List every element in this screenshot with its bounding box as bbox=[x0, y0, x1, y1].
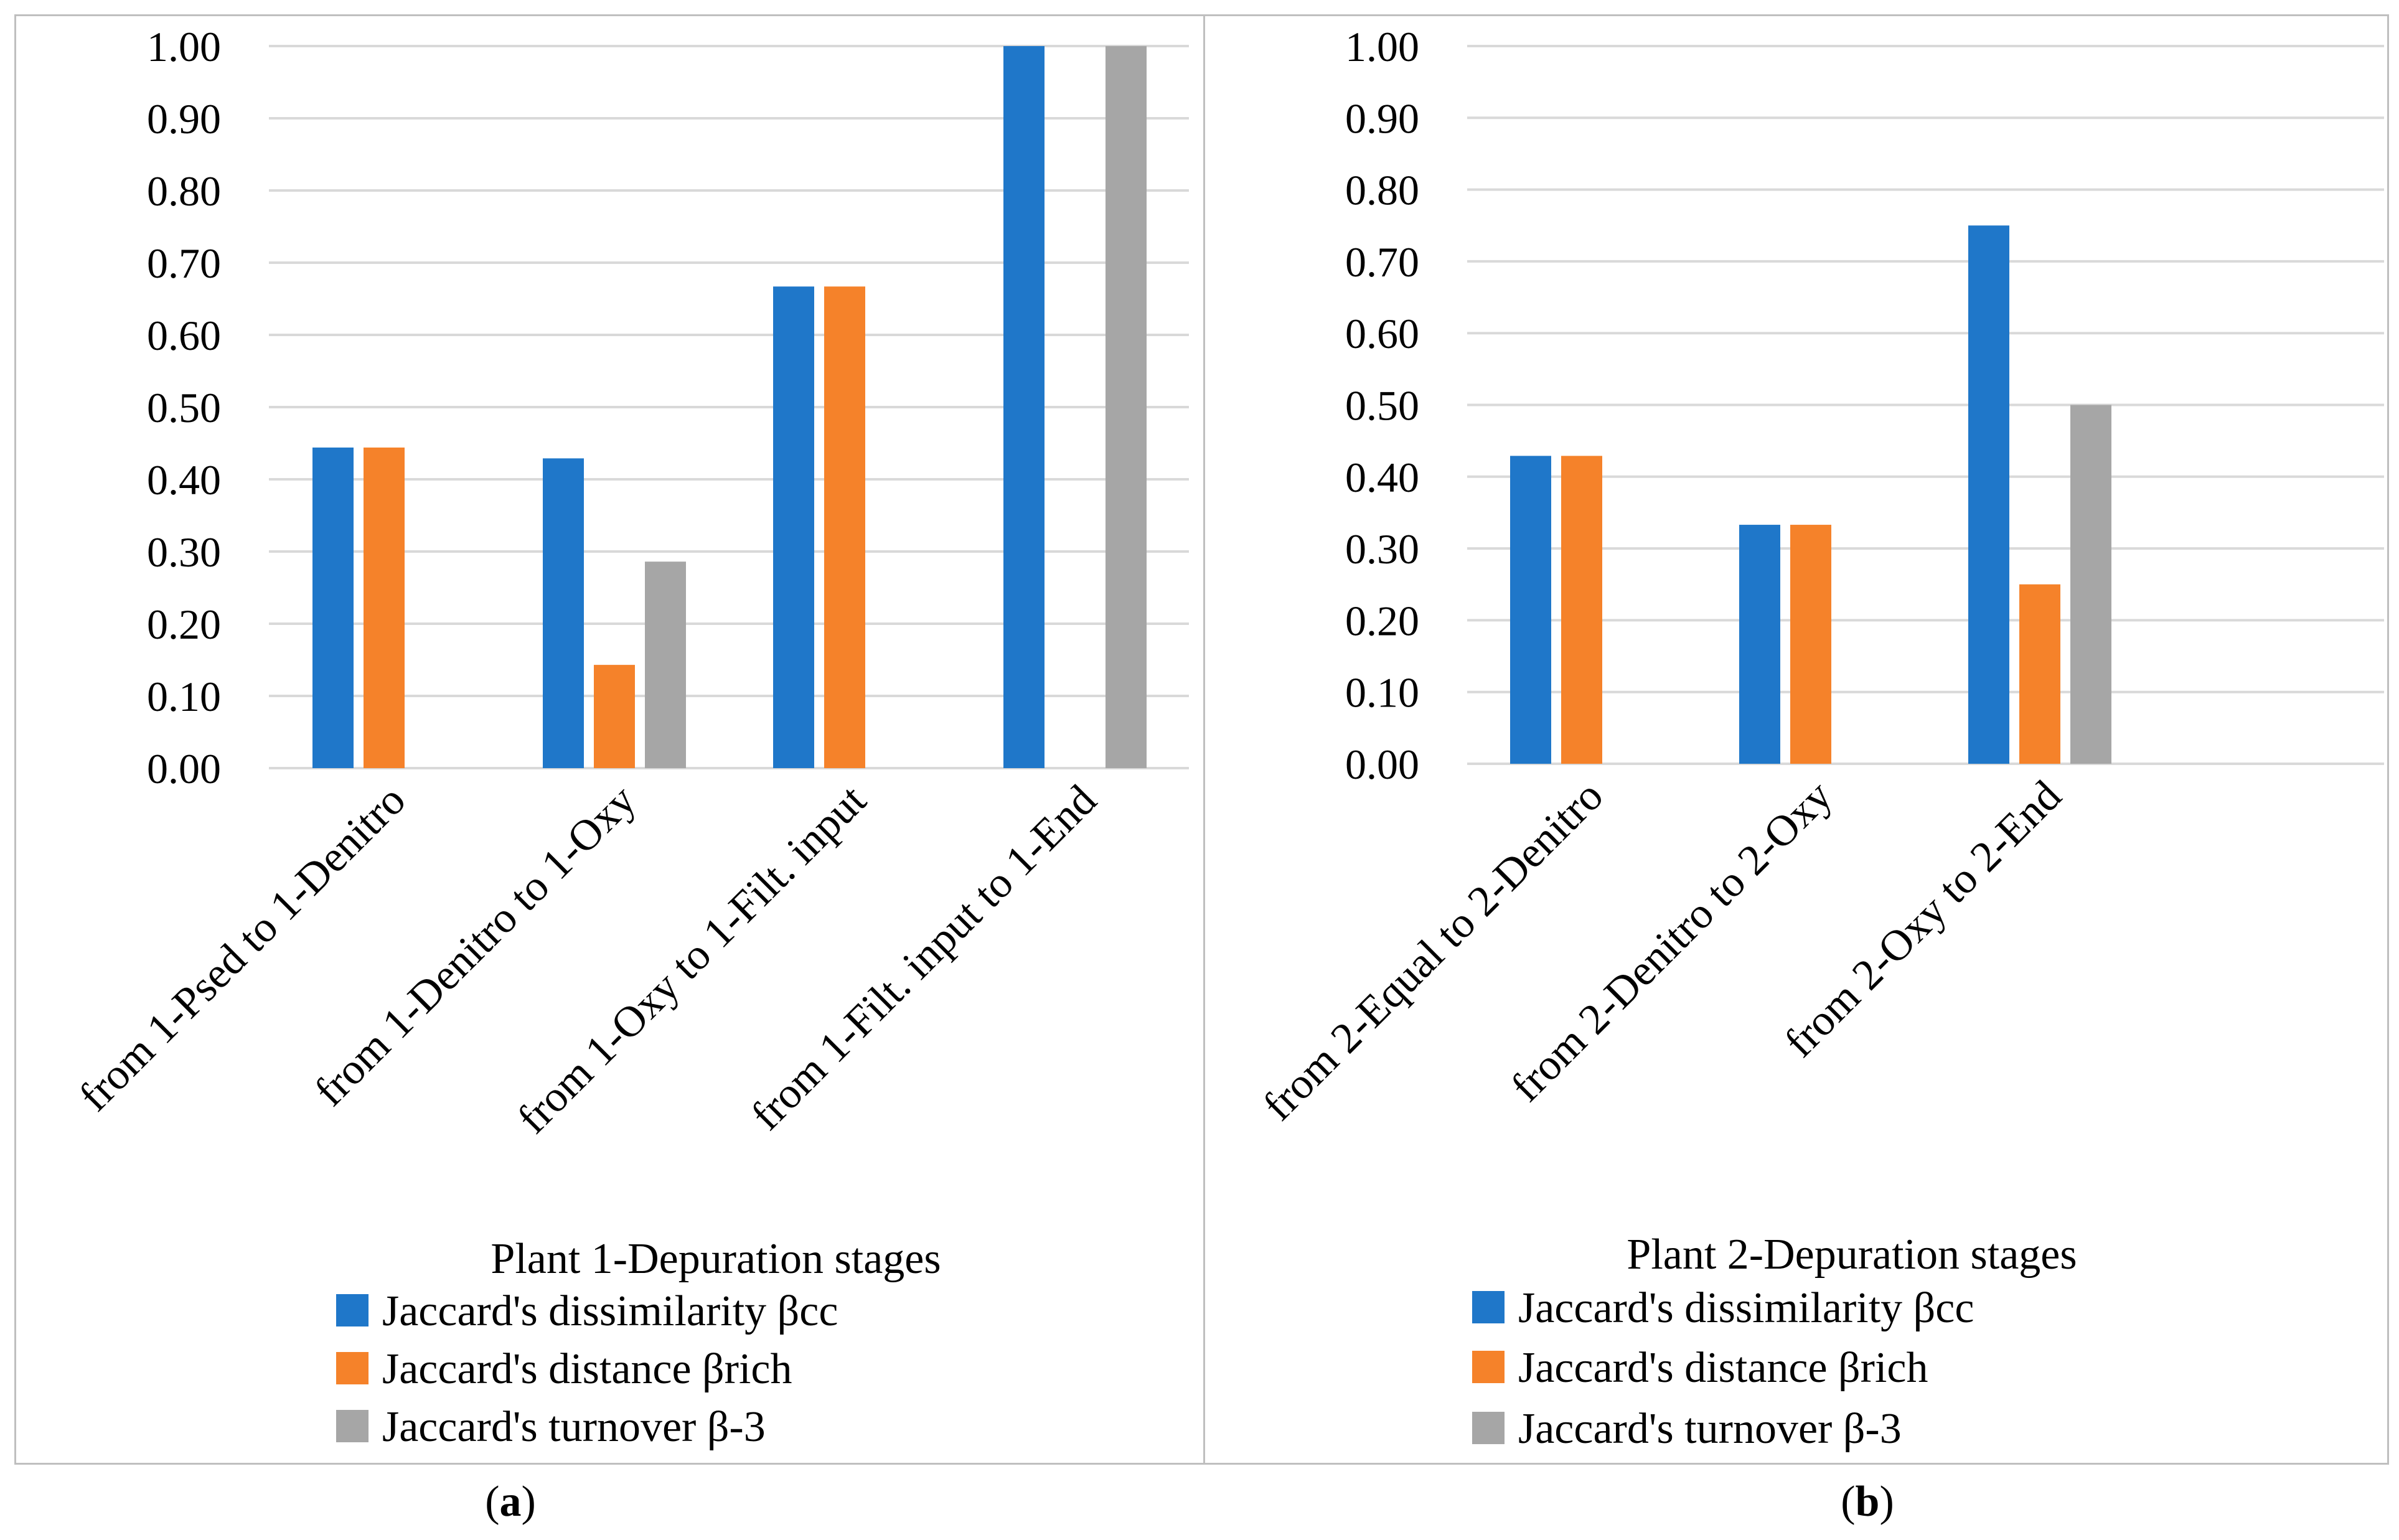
bar-distance bbox=[824, 286, 865, 768]
y-tick-label: 0.90 bbox=[147, 95, 221, 143]
bar-dissimilarity bbox=[1968, 225, 2009, 764]
bar-turnover bbox=[2070, 405, 2111, 764]
legend-swatch bbox=[1472, 1291, 1505, 1323]
panel-caption: (b) bbox=[1841, 1478, 1894, 1526]
legend-label: Jaccard's distance βrich bbox=[1518, 1344, 1928, 1392]
y-tick-label: 0.30 bbox=[147, 528, 221, 576]
legend-swatch bbox=[1472, 1412, 1505, 1444]
legend-label: Jaccard's dissimilarity βcc bbox=[1518, 1284, 1974, 1332]
y-tick-label: 0.70 bbox=[147, 240, 221, 287]
bar-distance bbox=[594, 665, 635, 768]
y-tick-label: 0.00 bbox=[1345, 741, 1419, 788]
legend-swatch bbox=[336, 1294, 369, 1326]
bar-distance bbox=[364, 447, 405, 768]
y-tick-label: 0.10 bbox=[147, 673, 221, 720]
legend-swatch bbox=[1472, 1351, 1505, 1383]
bar-dissimilarity bbox=[543, 458, 584, 768]
legend-label: Jaccard's turnover β-3 bbox=[382, 1403, 766, 1451]
bar-dissimilarity bbox=[312, 447, 354, 768]
bar-dissimilarity bbox=[1739, 525, 1780, 764]
bar-turnover bbox=[645, 561, 686, 768]
legend-swatch bbox=[336, 1352, 369, 1384]
chart-panel-b: 0.00 0.10 0.20 0.30 0.40 0.50 0.60 0.70 0.80 0.90… bbox=[1254, 23, 2384, 1526]
y-tick-label: 0.90 bbox=[1345, 95, 1419, 142]
y-tick-label: 0.50 bbox=[1345, 382, 1419, 430]
legend-label: Jaccard's dissimilarity βcc bbox=[382, 1287, 838, 1335]
y-tick-label: 0.60 bbox=[1345, 310, 1419, 357]
panel-caption: (a) bbox=[485, 1478, 536, 1526]
y-tick-label: 0.20 bbox=[1345, 597, 1419, 644]
bar-distance bbox=[1790, 525, 1831, 764]
y-tick-label: 0.60 bbox=[147, 312, 221, 359]
panel-b-frame bbox=[1203, 14, 2389, 1465]
y-tick-label: 1.00 bbox=[1345, 23, 1419, 70]
bar-distance bbox=[2019, 584, 2060, 764]
y-tick-label: 0.40 bbox=[1345, 454, 1419, 501]
x-axis-title: Plant 2-Depuration stages bbox=[1627, 1231, 2077, 1279]
y-tick-label: 0.30 bbox=[1345, 525, 1419, 573]
legend-label: Jaccard's turnover β-3 bbox=[1518, 1405, 1902, 1453]
y-tick-label: 0.80 bbox=[1345, 167, 1419, 214]
y-tick-label: 0.10 bbox=[1345, 669, 1419, 716]
y-tick-label: 0.40 bbox=[147, 456, 221, 504]
y-tick-label: 0.70 bbox=[1345, 238, 1419, 286]
legend-swatch bbox=[336, 1410, 369, 1442]
bar-distance bbox=[1561, 456, 1602, 764]
y-tick-label: 1.00 bbox=[147, 23, 221, 70]
y-tick-label: 0.80 bbox=[147, 167, 221, 215]
y-tick-label: 0.00 bbox=[147, 745, 221, 792]
bar-turnover bbox=[1106, 46, 1147, 768]
bar-dissimilarity bbox=[1003, 46, 1045, 768]
chart-panel-a: 0.00 0.10 0.20 0.30 0.40 0.50 0.60 0.70 0.80 0.90… bbox=[70, 23, 1189, 1526]
legend-label: Jaccard's distance βrich bbox=[382, 1345, 792, 1393]
bar-dissimilarity bbox=[1510, 456, 1551, 764]
x-axis-title: Plant 1-Depuration stages bbox=[491, 1235, 941, 1283]
bar-dissimilarity bbox=[773, 286, 814, 768]
y-tick-label: 0.20 bbox=[147, 601, 221, 648]
y-tick-label: 0.50 bbox=[147, 384, 221, 431]
